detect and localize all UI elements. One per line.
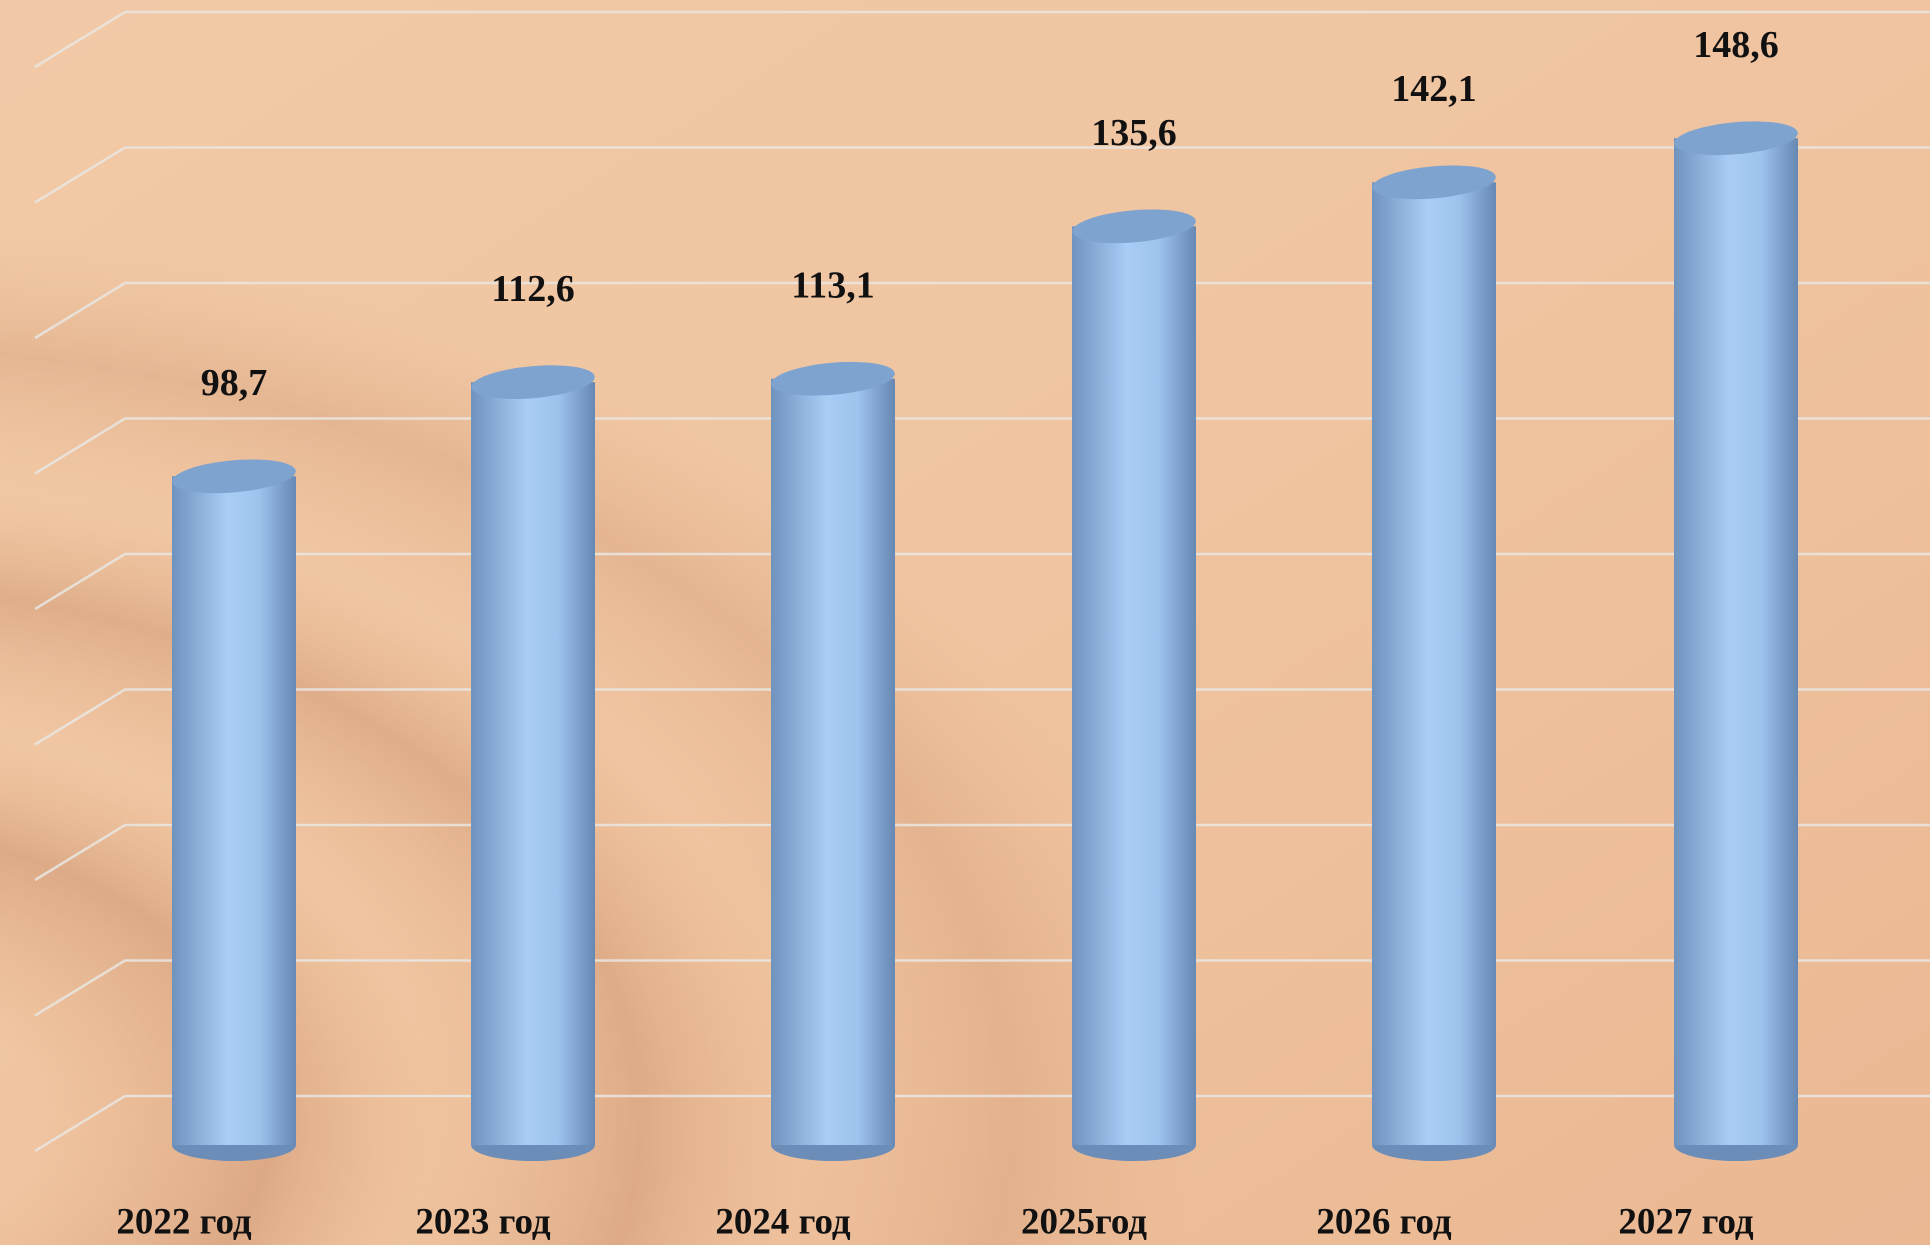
x-tick-label: 2023 год — [415, 1201, 551, 1242]
bar — [771, 378, 895, 1145]
bar — [1372, 182, 1496, 1145]
x-tick-label: 2022 год — [116, 1201, 252, 1242]
grid-line — [34, 959, 1930, 1017]
grid-line — [34, 688, 1930, 746]
bar — [172, 476, 296, 1145]
data-label: 98,7 — [201, 362, 268, 404]
data-label: 135,6 — [1091, 112, 1177, 154]
grid-line — [34, 281, 1930, 340]
data-label: 112,6 — [491, 268, 574, 310]
x-tick-label: 2025год — [1021, 1201, 1147, 1242]
data-label: 113,1 — [791, 264, 874, 306]
data-label: 142,1 — [1391, 68, 1477, 110]
x-tick-label: 2026 год — [1316, 1201, 1452, 1242]
bar-top — [172, 459, 296, 494]
bar — [1072, 226, 1196, 1145]
bar — [1674, 138, 1798, 1146]
grid-line — [34, 10, 1930, 69]
grid-line — [34, 146, 1930, 204]
bar — [471, 382, 595, 1145]
grid-line — [34, 417, 1930, 475]
grid-line — [34, 552, 1930, 611]
bar-top — [771, 361, 895, 396]
x-tick-label: 2027 год — [1618, 1201, 1754, 1242]
x-tick-label: 2024 год — [715, 1201, 851, 1242]
data-label: 148,6 — [1693, 24, 1779, 66]
bar-top — [1072, 209, 1196, 244]
bar-top — [471, 365, 595, 399]
grid-line — [34, 1094, 1930, 1153]
bar-top — [1674, 121, 1798, 156]
grid-line — [34, 823, 1930, 882]
bar-top — [1372, 165, 1496, 200]
